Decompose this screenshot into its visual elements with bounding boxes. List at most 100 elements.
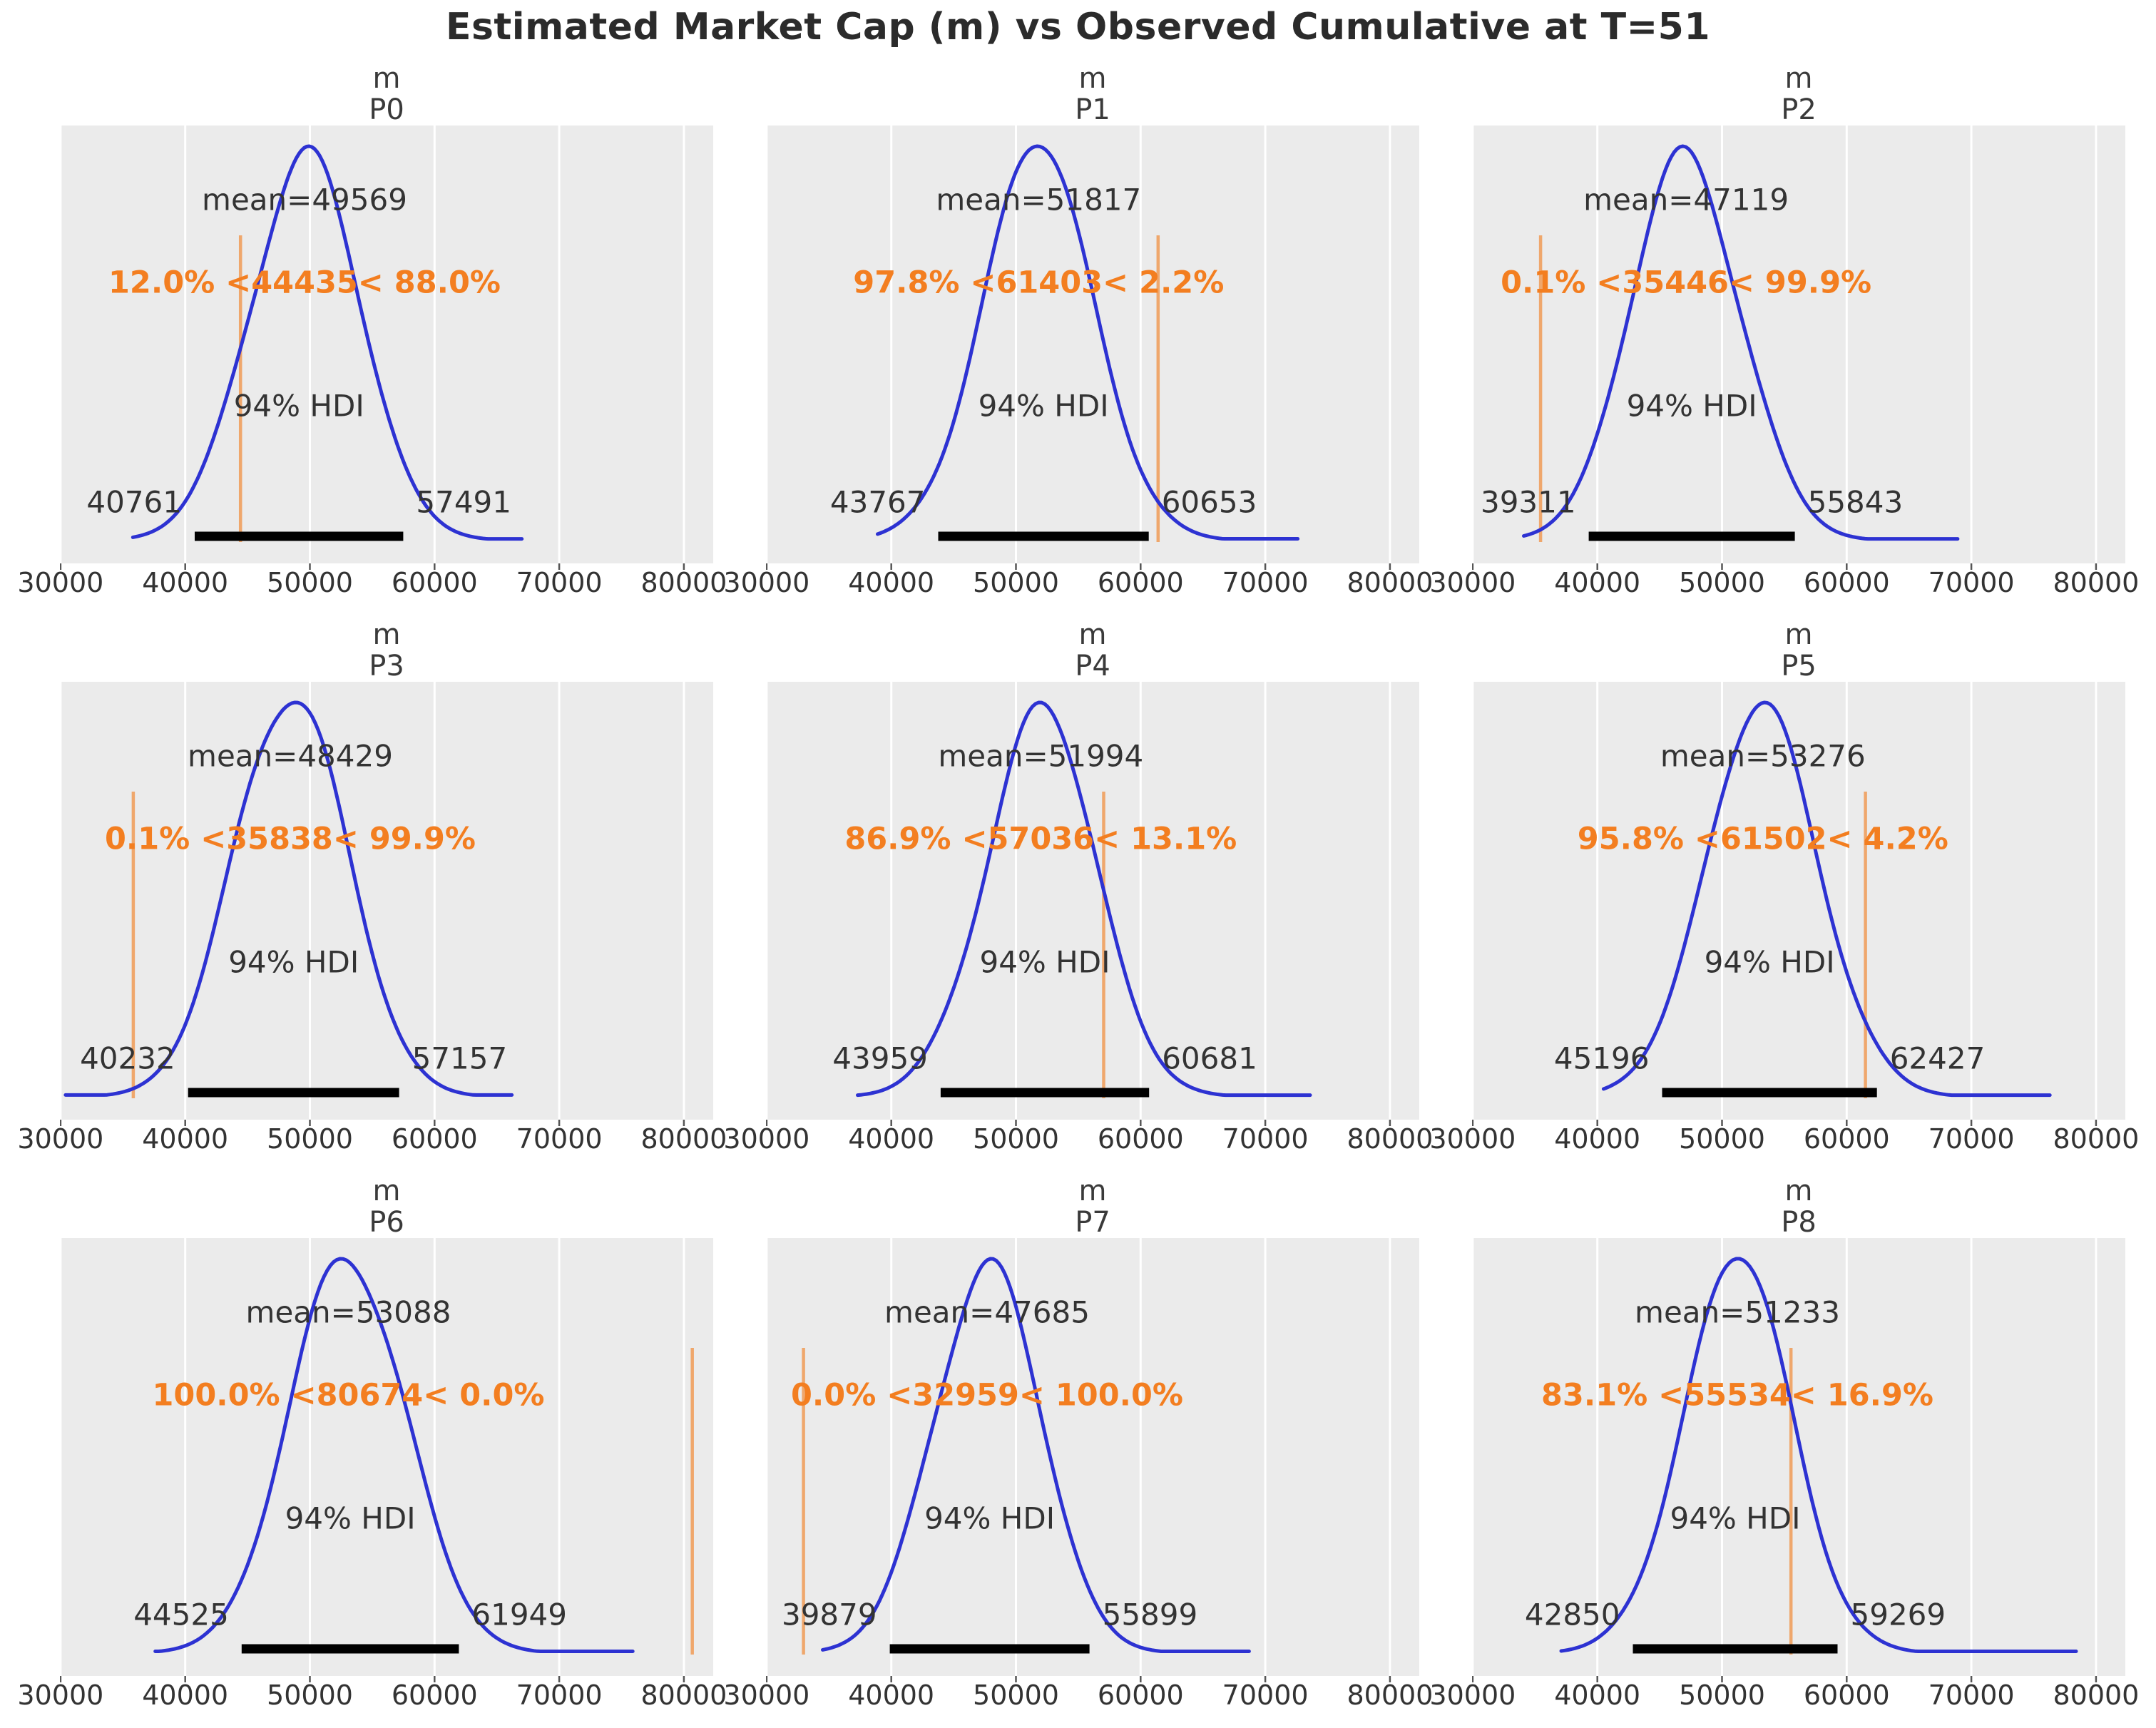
x-tick-label: 40000 xyxy=(1554,1680,1641,1711)
subplot-name-title: P0 xyxy=(369,93,404,126)
hdi-upper-label: 62427 xyxy=(1890,1041,1986,1076)
hdi-lower-label: 44525 xyxy=(133,1597,229,1632)
x-tick-label: 40000 xyxy=(142,567,229,598)
kde-curve xyxy=(856,700,1312,1098)
ref-probability-label: 100.0% <80674< 0.0% xyxy=(153,1378,545,1413)
x-tick-label: 60000 xyxy=(391,1680,478,1711)
x-tick-label: 70000 xyxy=(1928,567,2015,598)
mean-label: mean=51233 xyxy=(1635,1295,1840,1330)
x-tick-label: 80000 xyxy=(640,1680,727,1711)
hdi-lower-label: 45196 xyxy=(1554,1041,1650,1076)
x-tick-label: 30000 xyxy=(1429,567,1516,598)
hdi-upper-label: 59269 xyxy=(1851,1597,1946,1632)
subplot-P3: mean=48429 0.1% <35838< 99.9% 94% HDI 40232… xyxy=(60,682,713,1126)
x-tick-label: 40000 xyxy=(848,1680,935,1711)
x-tick-label: 40000 xyxy=(142,1680,229,1711)
panel-background xyxy=(766,126,1419,563)
x-tick-label: 30000 xyxy=(723,1680,810,1711)
subplot-P0: mean=49569 12.0% <44435< 88.0% 94% HDI 4076… xyxy=(60,126,713,570)
hdi-lower-label: 39879 xyxy=(782,1597,877,1632)
x-tick-label: 30000 xyxy=(17,1680,104,1711)
subplot-param-title: m xyxy=(1784,618,1813,651)
panel-background xyxy=(60,682,713,1120)
subplot-name-title: P3 xyxy=(369,650,404,682)
ref-probability-label: 0.0% <32959< 100.0% xyxy=(791,1378,1183,1413)
kde-curve xyxy=(131,144,524,541)
x-tick-label: 40000 xyxy=(848,1123,935,1155)
panel-background xyxy=(1472,682,2125,1120)
kde-curve xyxy=(1522,144,1960,541)
subplot-P5: mean=53276 95.8% <61502< 4.2% 94% HDI 45196… xyxy=(1472,682,2125,1126)
hdi-upper-label: 57491 xyxy=(416,485,511,520)
subplot-param-title: m xyxy=(1078,1175,1107,1207)
x-tick-label: 40000 xyxy=(848,567,935,598)
kde-curve xyxy=(153,1257,635,1653)
panel-background xyxy=(766,682,1419,1120)
x-tick-label: 70000 xyxy=(516,1680,603,1711)
hdi-interval-label: 94% HDI xyxy=(924,1501,1055,1536)
x-tick-label: 80000 xyxy=(640,567,727,598)
x-tick-label: 70000 xyxy=(1222,1123,1309,1155)
mean-label: mean=47685 xyxy=(884,1295,1090,1330)
subplot-P7: mean=47685 0.0% <32959< 100.0% 94% HDI 3987… xyxy=(766,1238,1419,1682)
subplot-name-title: P6 xyxy=(369,1206,404,1239)
hdi-lower-label: 43767 xyxy=(830,485,926,520)
hdi-lower-label: 40761 xyxy=(86,485,182,520)
subplot-name-title: P1 xyxy=(1075,93,1110,126)
mean-label: mean=49569 xyxy=(202,183,407,218)
x-tick-label: 60000 xyxy=(1803,1123,1890,1155)
hdi-upper-label: 57157 xyxy=(412,1041,508,1076)
subplot-name-title: P4 xyxy=(1075,650,1110,682)
kde-curve xyxy=(63,700,514,1097)
x-tick-label: 50000 xyxy=(973,1123,1059,1155)
hdi-upper-label: 60681 xyxy=(1162,1041,1257,1076)
panel-background xyxy=(1472,1238,2125,1676)
x-tick-label: 50000 xyxy=(267,567,353,598)
x-tick-label: 80000 xyxy=(640,1123,727,1155)
x-tick-label: 30000 xyxy=(1429,1123,1516,1155)
x-tick-label: 30000 xyxy=(723,1123,810,1155)
subplot-P2: mean=47119 0.1% <35446< 99.9% 94% HDI 39311… xyxy=(1472,126,2125,570)
x-tick-label: 30000 xyxy=(723,567,810,598)
x-tick-label: 80000 xyxy=(2053,567,2140,598)
hdi-interval-label: 94% HDI xyxy=(1627,389,1757,424)
x-tick-label: 70000 xyxy=(516,567,603,598)
hdi-interval-label: 94% HDI xyxy=(979,389,1109,424)
subplot-param-title: m xyxy=(1078,618,1107,651)
hdi-lower-label: 39311 xyxy=(1481,485,1576,520)
x-tick-label: 40000 xyxy=(142,1123,229,1155)
x-tick-label: 70000 xyxy=(1222,1680,1309,1711)
x-tick-label: 70000 xyxy=(1222,567,1309,598)
subplot-param-title: m xyxy=(372,1175,401,1207)
ref-probability-label: 12.0% <44435< 88.0% xyxy=(108,265,501,301)
ref-probability-label: 95.8% <61502< 4.2% xyxy=(1578,822,1948,857)
kde-curve xyxy=(1559,1257,2078,1653)
figure-title: Estimated Market Cap (m) vs Observed Cum… xyxy=(445,6,1711,48)
mean-label: mean=47119 xyxy=(1583,183,1789,218)
x-tick-label: 60000 xyxy=(1097,567,1184,598)
x-tick-label: 60000 xyxy=(1803,567,1890,598)
mean-label: mean=48429 xyxy=(188,739,393,774)
subplot-param-title: m xyxy=(372,62,401,95)
x-tick-label: 60000 xyxy=(1097,1123,1184,1155)
x-tick-label: 80000 xyxy=(1347,567,1434,598)
ref-probability-label: 86.9% <57036< 13.1% xyxy=(844,822,1237,857)
hdi-interval-label: 94% HDI xyxy=(1705,945,1835,980)
hdi-interval-label: 94% HDI xyxy=(979,945,1110,980)
hdi-interval-label: 94% HDI xyxy=(234,389,364,424)
hdi-upper-label: 60653 xyxy=(1162,485,1257,520)
kde-curve xyxy=(821,1257,1251,1653)
x-tick-label: 60000 xyxy=(391,567,478,598)
x-tick-label: 60000 xyxy=(1097,1680,1184,1711)
x-tick-label: 60000 xyxy=(1803,1680,1890,1711)
subplot-P4: mean=51994 86.9% <57036< 13.1% 94% HDI 4395… xyxy=(766,682,1419,1126)
panel-background xyxy=(766,1238,1419,1676)
ref-probability-label: 83.1% <55534< 16.9% xyxy=(1541,1378,1933,1413)
x-tick-label: 30000 xyxy=(17,1123,104,1155)
mean-label: mean=53088 xyxy=(246,1295,451,1330)
x-tick-label: 50000 xyxy=(267,1123,353,1155)
x-tick-label: 50000 xyxy=(1679,1680,1765,1711)
hdi-interval-label: 94% HDI xyxy=(1670,1501,1800,1536)
hdi-upper-label: 55899 xyxy=(1103,1597,1198,1632)
